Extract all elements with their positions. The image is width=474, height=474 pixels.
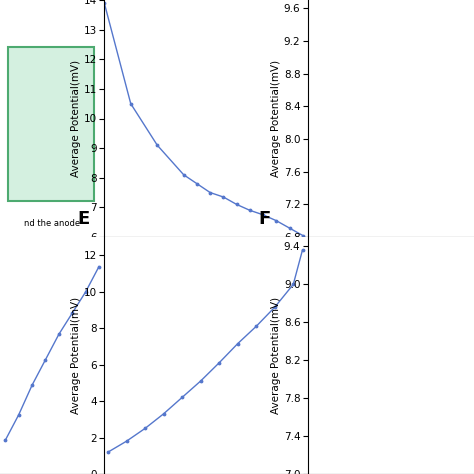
Y-axis label: Average Potential(mV): Average Potential(mV)	[71, 60, 81, 177]
Text: F: F	[258, 210, 271, 228]
Text: E: E	[78, 210, 90, 228]
X-axis label: W₀(μm): W₀(μm)	[185, 257, 228, 267]
Y-axis label: Average Potential(mV): Average Potential(mV)	[271, 60, 281, 177]
Bar	[9, 47, 94, 201]
Text: nd the anode: nd the anode	[24, 219, 80, 228]
Y-axis label: Average Potential(mV): Average Potential(mV)	[271, 297, 281, 414]
Y-axis label: Average Potential(mV): Average Potential(mV)	[71, 297, 81, 414]
